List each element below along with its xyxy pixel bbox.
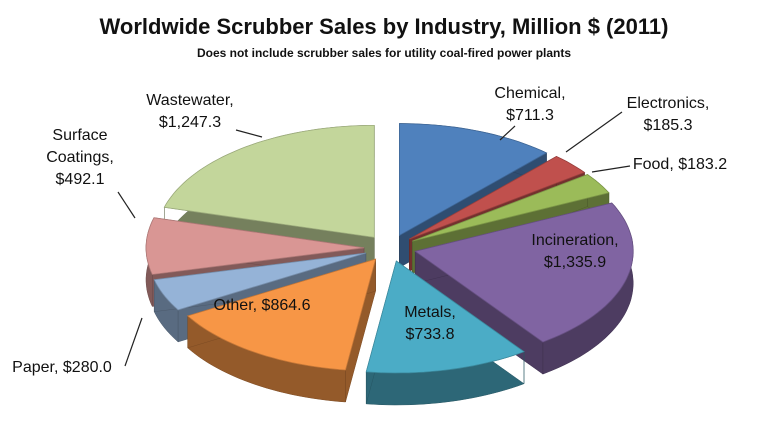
slice-label: Chemical, $711.3 — [470, 83, 590, 127]
category-label: Surface Coatings, — [46, 127, 114, 166]
value-label: $711.3 — [506, 107, 554, 124]
slice — [412, 174, 610, 242]
slice-label: Metals, $733.8 — [375, 302, 485, 346]
leader-line — [591, 165, 631, 173]
slice — [145, 217, 365, 275]
value-label: $183.2 — [678, 156, 728, 173]
chart-title: Worldwide Scrubber Sales by Industry, Mi… — [100, 14, 669, 39]
slice — [414, 202, 634, 343]
slice-label: Wastewater, $1,247.3 — [125, 90, 255, 134]
slice — [163, 125, 375, 238]
value-label: $492.1 — [55, 171, 105, 188]
value-label: $864.6 — [261, 297, 311, 314]
category-label: Other, — [213, 297, 258, 314]
category-label: Paper, — [12, 359, 59, 376]
slice-label: Surface Coatings, $492.1 — [25, 125, 135, 191]
slice — [365, 260, 525, 374]
value-label: $185.3 — [643, 117, 693, 134]
slice-label: Electronics, $185.3 — [608, 93, 728, 137]
slice-label: Incineration, $1,335.9 — [510, 230, 640, 274]
slice — [186, 258, 377, 371]
category-label: Wastewater, — [146, 92, 234, 109]
slice-label: Other, $864.6 — [187, 295, 337, 317]
slice — [409, 155, 586, 240]
category-label: Food, — [632, 156, 674, 173]
category-label: Electronics, — [626, 95, 710, 112]
value-label: $280.0 — [62, 359, 112, 376]
value-label: $1,335.9 — [543, 254, 607, 271]
slice — [399, 123, 548, 237]
slice-label: Food, $183.2 — [610, 154, 750, 176]
leader-line — [499, 125, 516, 141]
value-label: $1,247.3 — [158, 114, 222, 131]
leader-line — [124, 317, 143, 367]
category-label: Metals, — [404, 304, 456, 321]
leader-line — [235, 129, 263, 138]
leader-line — [117, 191, 136, 219]
value-label: $733.8 — [405, 326, 455, 343]
category-label: Incineration, — [531, 232, 619, 249]
slice-label: Paper, $280.0 — [0, 357, 127, 379]
slice — [153, 252, 367, 311]
leader-line — [565, 111, 623, 153]
category-label: Chemical, — [494, 85, 566, 102]
chart-subtitle: Does not include scrubber sales for util… — [197, 46, 571, 60]
